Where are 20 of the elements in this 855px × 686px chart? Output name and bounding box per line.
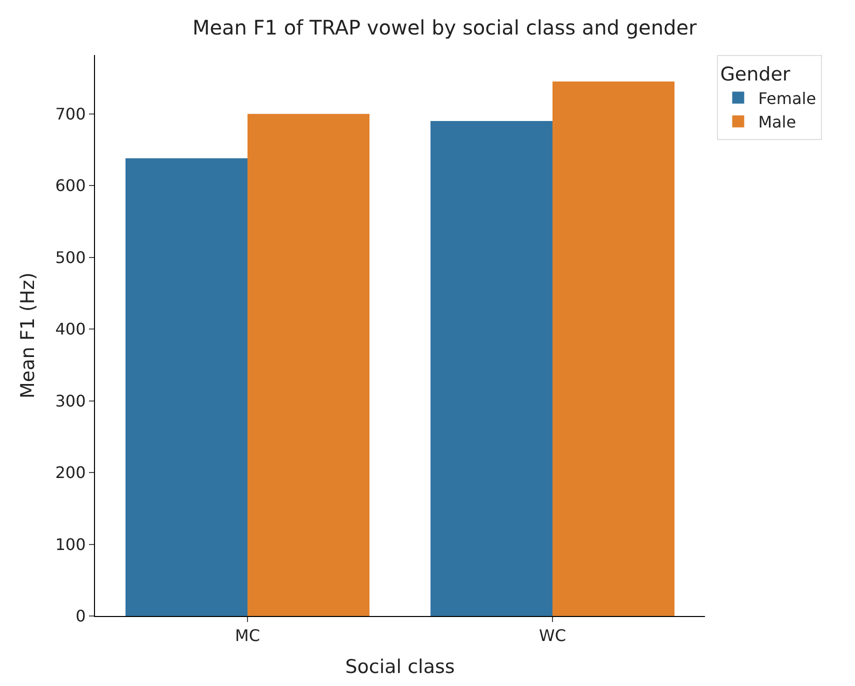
y-tick-label: 100: [55, 534, 86, 554]
legend-label: Female: [758, 88, 816, 108]
y-tick-label: 500: [55, 248, 86, 267]
y-tick-label: 400: [55, 320, 86, 339]
y-tick-label: 300: [55, 391, 86, 410]
y-tick-label: 600: [55, 176, 86, 196]
x-tick-label: MC: [235, 626, 260, 646]
y-axis-title: Mean F1 (Hz): [17, 272, 40, 398]
bar: [126, 158, 248, 616]
chart-title: Mean F1 of TRAP vowel by social class and gender: [192, 16, 698, 40]
y-tick-label: 700: [55, 104, 86, 124]
y-tick-label: 200: [55, 463, 86, 482]
bar: [430, 121, 552, 616]
legend-label: Male: [758, 112, 796, 132]
y-tick-label: 0: [76, 606, 86, 626]
x-axis-title: Social class: [345, 656, 455, 678]
x-tick-label: WC: [539, 626, 566, 646]
bar: [552, 82, 674, 616]
bar: [248, 114, 370, 616]
legend-title: Gender: [720, 64, 790, 86]
